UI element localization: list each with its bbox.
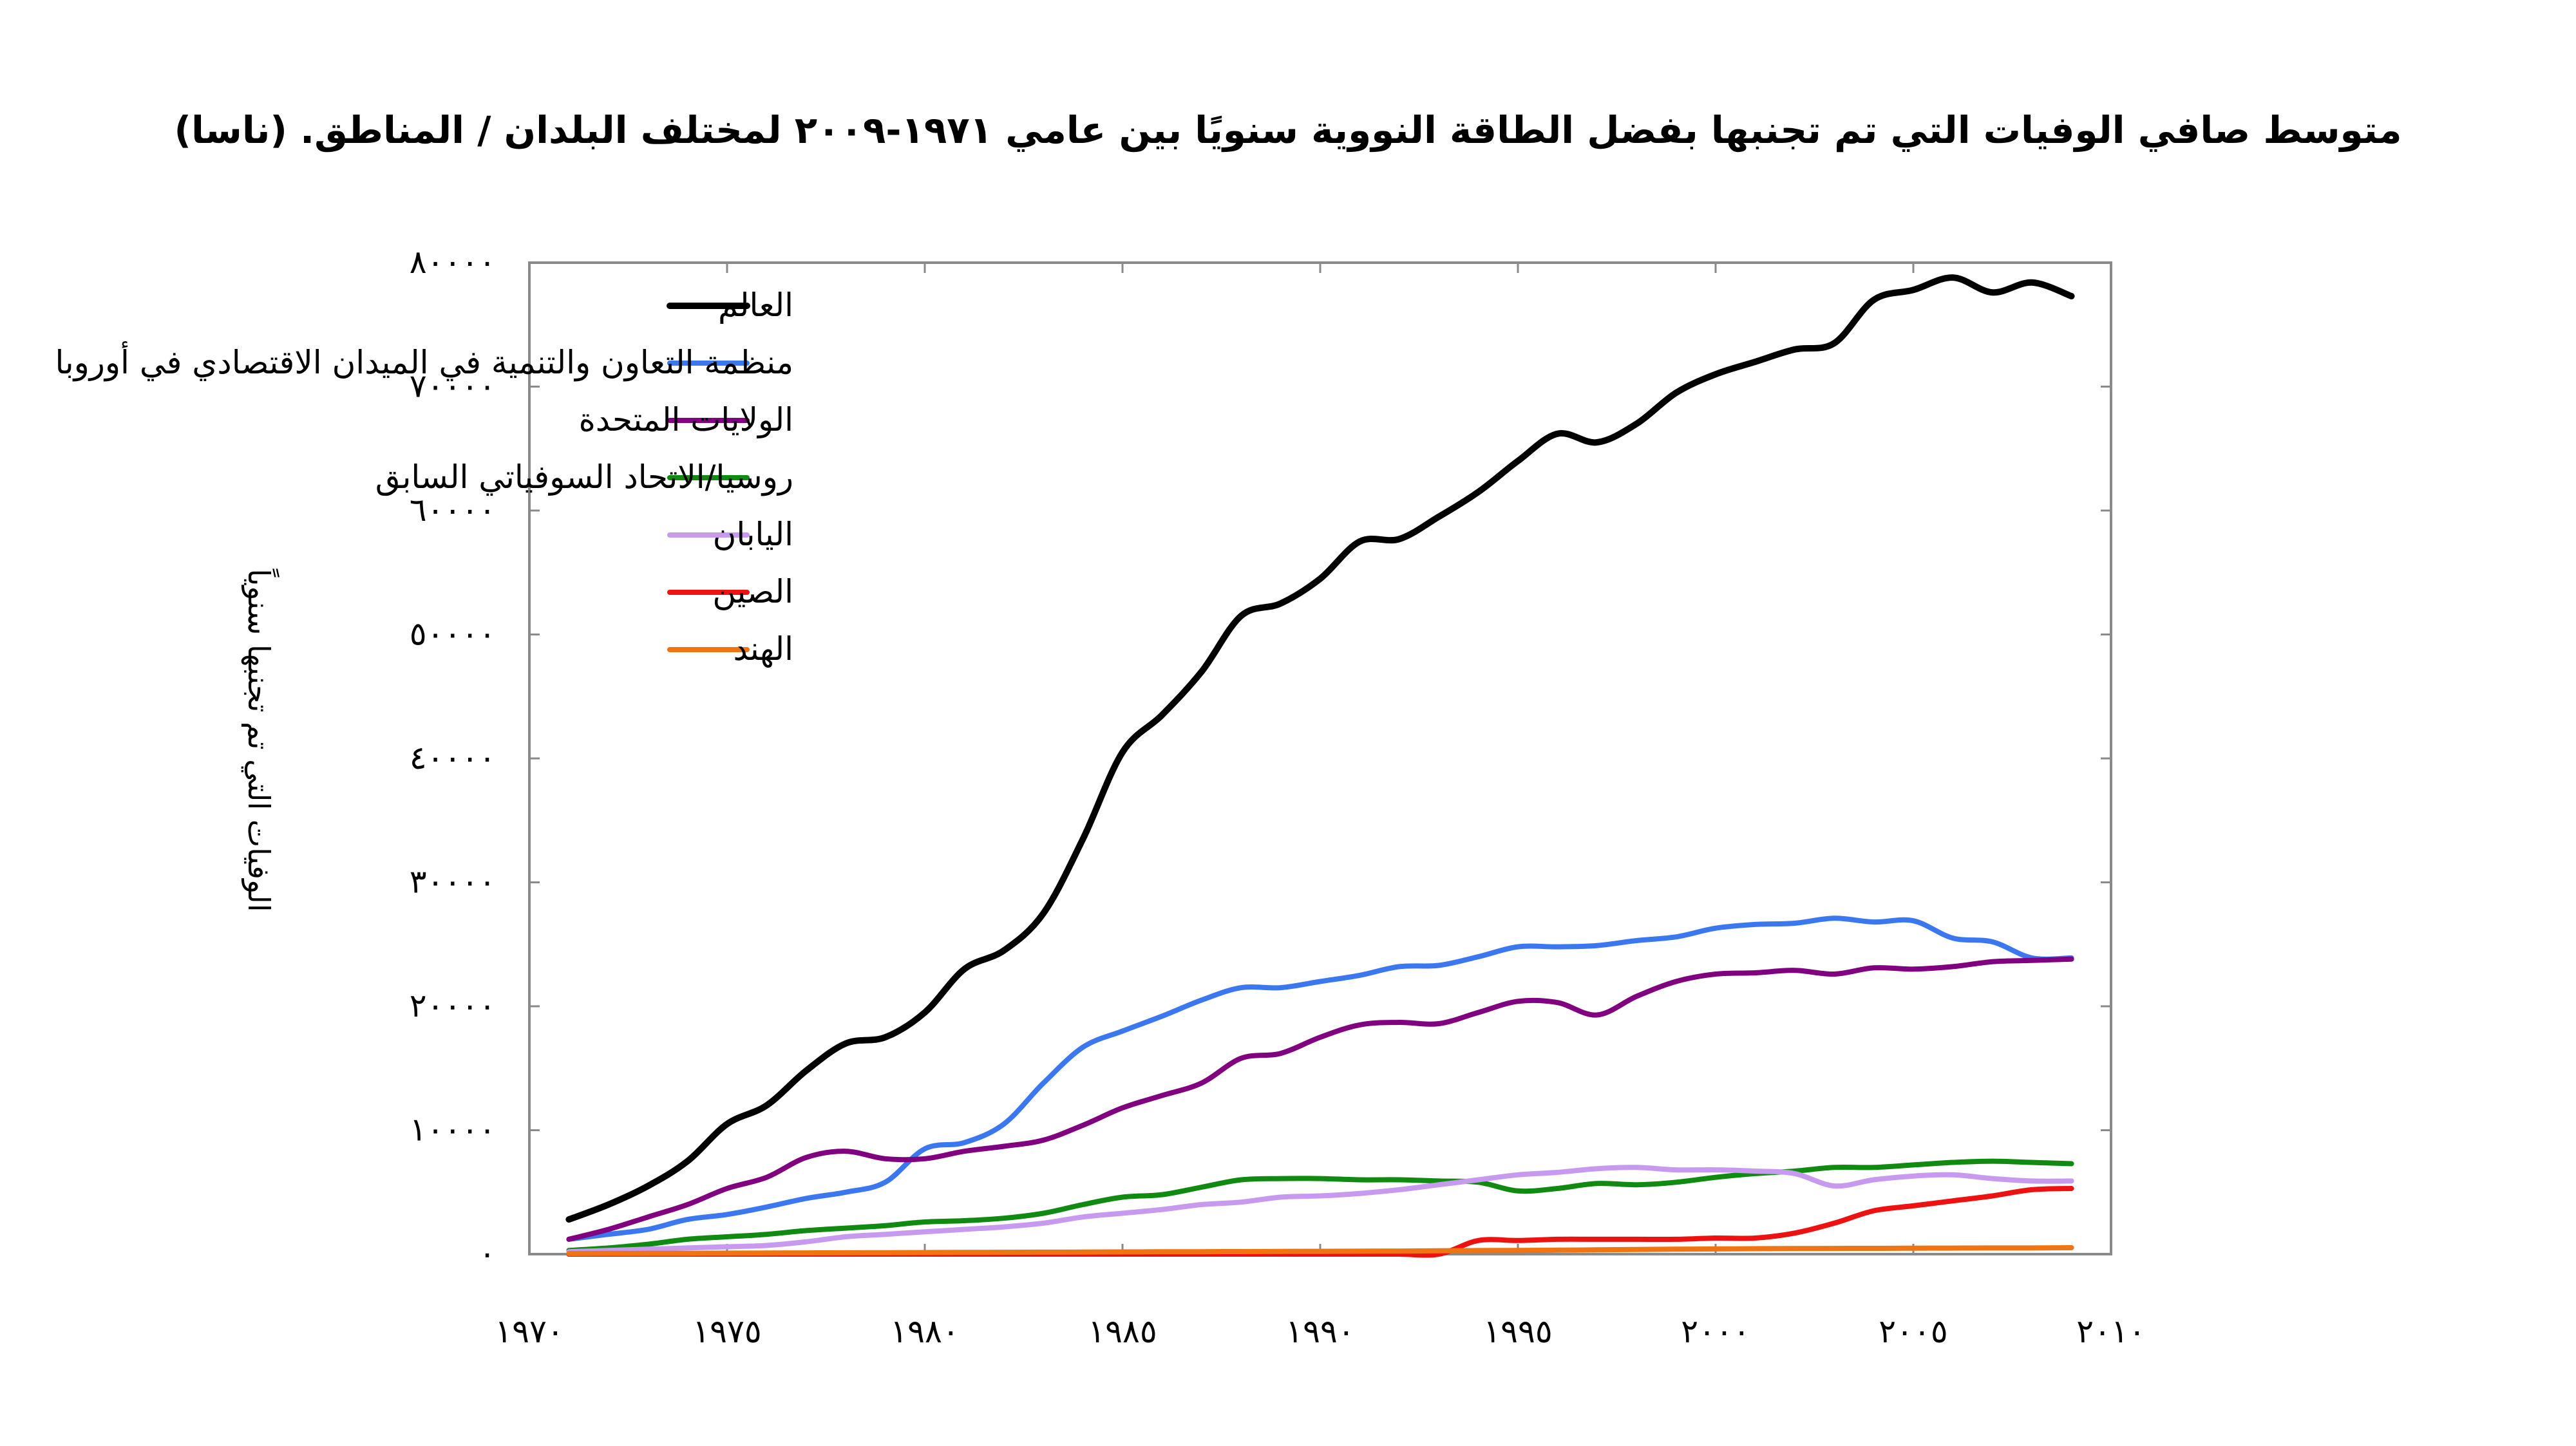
y-axis-label: الوفيات التي تم تجنبها سنوياً	[241, 568, 279, 912]
legend-label: العالم	[718, 286, 793, 324]
series-lines	[565, 274, 2075, 1258]
y-tick-label: ٠	[478, 1235, 496, 1272]
series-line	[566, 1245, 2074, 1256]
x-tick-label: ١٩٨٥	[1088, 1313, 1157, 1350]
y-tick-label: ٣٠٠٠٠	[410, 863, 496, 901]
x-tick-label: ١٩٩٠	[1285, 1313, 1354, 1350]
x-tick-label: ٢٠٠٠	[1681, 1313, 1750, 1350]
x-tick-label: ٢٠٠٥	[1879, 1313, 1947, 1350]
legend-label: الصين	[712, 573, 793, 610]
x-axis-tick-labels: ١٩٧٠ ١٩٧٥ ١٩٨٠ ١٩٨٥ ١٩٩٠ ١٩٩٥ ٢٠٠٠ ٢٠٠٥ ٢٠١٠	[495, 1313, 2145, 1350]
legend: العالم منظمة التعاون والتنمية في الميدان …	[55, 286, 793, 668]
y-tick-label: ٢٠٠٠٠	[410, 987, 496, 1024]
y-tick-label: ٨٠٠٠٠	[410, 243, 496, 281]
series-line	[566, 915, 2074, 1242]
y-axis-tick-labels: ٠ ١٠٠٠٠ ٢٠٠٠٠ ٣٠٠٠٠ ٤٠٠٠٠ ٥٠٠٠٠ ٦٠٠٠٠ ٧٠٠٠٠ ٨٠٠٠…	[410, 243, 496, 1272]
y-tick-label: ٧٠٠٠٠	[410, 368, 496, 405]
y-tick-label: ١٠٠٠٠	[410, 1111, 496, 1149]
legend-label: منظمة التعاون والتنمية في الميدان الاقتص…	[55, 341, 793, 382]
series-line	[565, 274, 2075, 1223]
x-tick-label: ١٩٧٥	[692, 1313, 761, 1350]
legend-label: اليابان	[713, 516, 793, 553]
series-line	[566, 956, 2074, 1242]
x-tick-label: ١٩٨٠	[890, 1313, 959, 1350]
x-tick-label: ١٩٩٥	[1483, 1313, 1552, 1350]
x-tick-label: ١٩٧٠	[495, 1313, 564, 1350]
legend-label: الولايات المتحدة	[579, 401, 793, 438]
x-tick-label: ٢٠١٠	[2076, 1313, 2145, 1350]
legend-label: روسيا/الاتحاد السوفياتي السابق	[375, 458, 793, 496]
series-line	[566, 1158, 2074, 1254]
y-tick-label: ٤٠٠٠٠	[410, 739, 496, 776]
y-tick-label: ٥٠٠٠٠	[410, 615, 496, 653]
legend-label: الهند	[733, 630, 793, 668]
series-line	[566, 1165, 2074, 1255]
y-tick-label: ٦٠٠٠٠	[410, 491, 496, 529]
chart-title: متوسط صافي الوفيات التي تم تجنبها بفضل ا…	[174, 108, 2402, 152]
